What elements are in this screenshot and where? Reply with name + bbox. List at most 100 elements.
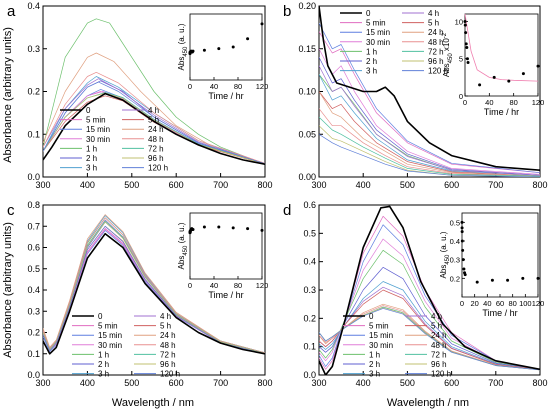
panel-letter-d: d bbox=[283, 202, 291, 219]
inset-point-b bbox=[464, 31, 468, 35]
legend-label-b: 72 h bbox=[428, 47, 444, 56]
inset-x-tick-label-d: 0 bbox=[460, 299, 464, 308]
y-tick-label-d: 0.0 bbox=[303, 370, 316, 380]
legend-label-d: 15 min bbox=[369, 331, 393, 340]
inset-y-tick-label-b: 5 bbox=[459, 55, 463, 64]
legend-label-c: 30 min bbox=[98, 341, 122, 350]
inset-point-d bbox=[462, 267, 466, 271]
inset-point-c bbox=[217, 225, 221, 229]
inset-point-b bbox=[492, 75, 496, 79]
series-group-a bbox=[43, 18, 265, 165]
inset-x-tick-label-c: 120 bbox=[256, 281, 269, 290]
y-tick-label-c: 0.7 bbox=[27, 221, 40, 231]
legend-label-b: 0 bbox=[366, 9, 371, 18]
legend-label-c: 5 h bbox=[160, 322, 171, 331]
series-line-b-2 bbox=[319, 22, 540, 174]
inset-point-c bbox=[202, 225, 206, 229]
series-line-b-6 bbox=[319, 74, 540, 176]
legend-label-c: 96 h bbox=[160, 360, 176, 369]
legend-label-b: 2 h bbox=[366, 57, 377, 66]
legend-label-d: 5 h bbox=[431, 322, 442, 331]
legend-label-d: 1 h bbox=[369, 350, 380, 359]
legend-label-d: 30 min bbox=[369, 341, 393, 350]
inset-point-c bbox=[260, 228, 264, 232]
series-line-b-13 bbox=[319, 134, 540, 177]
y-tick-label-a: 0.2 bbox=[27, 87, 40, 97]
y-tick-label-b: 0.15 bbox=[298, 44, 316, 54]
series-line-d-1 bbox=[319, 215, 540, 370]
x-tick-label-d: 700 bbox=[488, 378, 503, 388]
y-tick-label-c: 0.6 bbox=[27, 243, 40, 253]
x-tick-label-a: 800 bbox=[257, 180, 272, 190]
legend-label-a: 48 h bbox=[148, 135, 164, 144]
series-line-b-1 bbox=[319, 31, 540, 174]
legend-label-b: 15 min bbox=[366, 28, 390, 37]
legend-label-a: 24 h bbox=[148, 125, 164, 134]
legend-label-a: 5 h bbox=[148, 116, 159, 125]
inset-b: 0 40 80 120 0 5 10 Time / hr Abs450 x10-2 bbox=[442, 13, 544, 117]
inset-x-label-a: Time / hr bbox=[208, 91, 243, 101]
inset-y-label-c: Abs450 (a. u.) bbox=[177, 222, 189, 269]
inset-point-b bbox=[464, 42, 468, 46]
legend-label-c: 5 min bbox=[98, 322, 118, 331]
inset-point-b bbox=[478, 83, 482, 87]
inset-point-a bbox=[217, 47, 221, 51]
x-tick-label-d: 300 bbox=[311, 378, 326, 388]
x-tick-label-d: 800 bbox=[532, 378, 547, 388]
inset-x-tick-label-d: 40 bbox=[483, 299, 491, 308]
inset-point-d bbox=[460, 226, 464, 230]
inset-point-a bbox=[191, 49, 195, 53]
y-tick-label-d: 0.1 bbox=[303, 342, 316, 352]
legend-label-d: 3 h bbox=[369, 370, 380, 379]
y-tick-label-a: 0.1 bbox=[27, 129, 40, 139]
legend-label-b: 3 h bbox=[366, 67, 377, 76]
legend-label-d: 4 h bbox=[431, 312, 442, 321]
inset-point-d bbox=[521, 276, 525, 280]
legend-label-c: 24 h bbox=[160, 331, 176, 340]
x-tick-label-b: 600 bbox=[444, 180, 459, 190]
y-tick-label-c: 0.3 bbox=[27, 306, 40, 316]
legend-label-c: 48 h bbox=[160, 341, 176, 350]
inset-x-label-c: Time / hr bbox=[208, 290, 243, 300]
inset-x-tick-label-a: 40 bbox=[210, 82, 218, 91]
series-line-d-3 bbox=[319, 238, 540, 370]
x-tick-label-a: 300 bbox=[35, 180, 50, 190]
inset-x-tick-label-d: 60 bbox=[496, 299, 504, 308]
x-tick-label-b: 400 bbox=[356, 180, 371, 190]
series-line-b-8 bbox=[319, 91, 540, 177]
inset-frame-c bbox=[189, 212, 263, 280]
legend-label-b: 24 h bbox=[428, 28, 444, 37]
series-line-a-13 bbox=[43, 81, 265, 165]
legend-label-a: 30 min bbox=[86, 135, 110, 144]
x-tick-label-a: 500 bbox=[124, 180, 139, 190]
x-tick-label-b: 300 bbox=[311, 180, 326, 190]
y-tick-label-c: 0.4 bbox=[27, 285, 40, 295]
inset-y-label-d: Abs450 (a. u.) bbox=[439, 231, 451, 278]
inset-x-label-d: Time / hr bbox=[482, 308, 517, 318]
legend-label-c: 15 min bbox=[98, 331, 122, 340]
inset-point-b bbox=[465, 57, 469, 61]
inset-a: 0 40 80 120 Time / hr Abs450 (a. u.) bbox=[177, 13, 268, 101]
series-line-b-0 bbox=[319, 6, 540, 171]
inset-x-tick-label-c: 0 bbox=[188, 281, 192, 290]
x-tick-label-c: 400 bbox=[80, 378, 95, 388]
legend-label-b: 1 h bbox=[366, 47, 377, 56]
y-tick-label-a: 0.0 bbox=[27, 172, 40, 182]
inset-y-tick-label-d: 0.3 bbox=[450, 256, 460, 265]
inset-point-a bbox=[231, 45, 235, 49]
inset-x-tick-label-b: 40 bbox=[485, 98, 493, 107]
inset-y-label-a: Abs450 (a. u.) bbox=[177, 23, 189, 70]
legend-label-d: 5 min bbox=[369, 322, 389, 331]
series-line-a-4 bbox=[43, 18, 265, 165]
series-line-d-9 bbox=[319, 303, 540, 371]
x-tick-label-d: 600 bbox=[444, 378, 459, 388]
legend-label-d: 72 h bbox=[431, 350, 447, 359]
legend-label-c: 3 h bbox=[98, 370, 109, 379]
x-tick-label-d: 400 bbox=[356, 378, 371, 388]
inset-point-d bbox=[506, 278, 510, 282]
x-axis-title-c: Wavelength / nm bbox=[112, 397, 194, 409]
inset-point-b bbox=[463, 23, 467, 27]
